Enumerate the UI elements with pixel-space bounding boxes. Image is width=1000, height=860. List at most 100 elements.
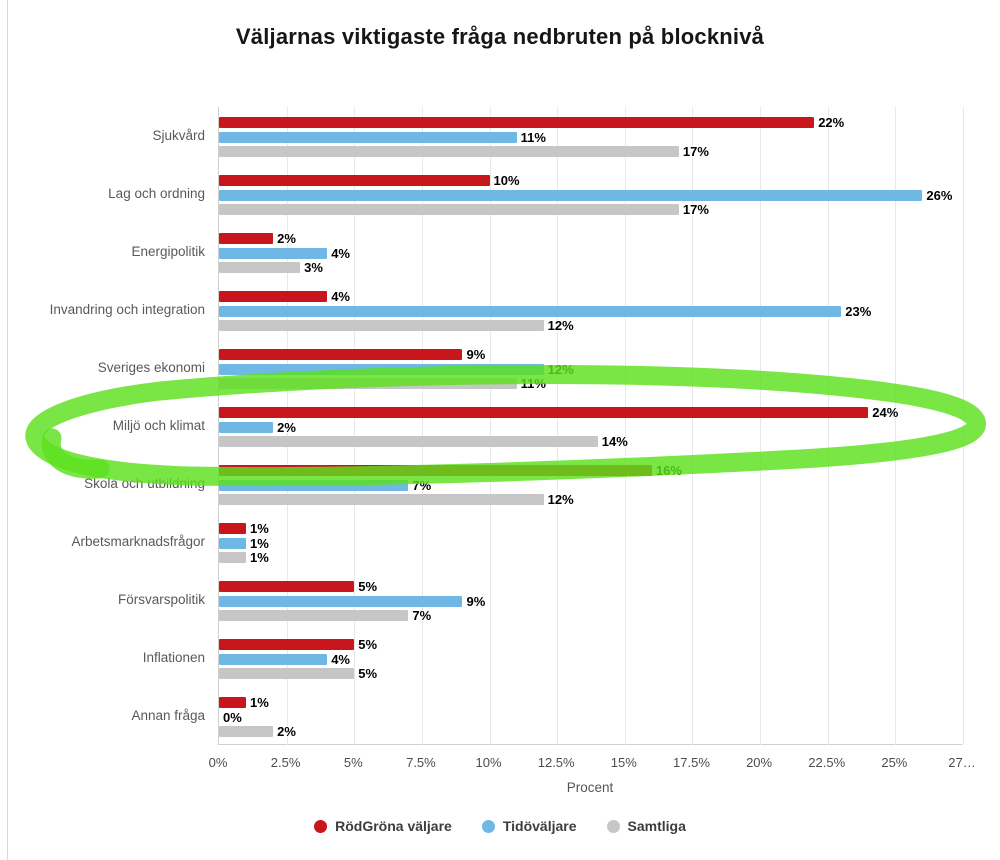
category-label: Sjukvård xyxy=(152,128,205,143)
x-tick-label: 2.5% xyxy=(270,755,301,770)
bar-line: 7% xyxy=(219,609,962,622)
category-label: Sveriges ekonomi xyxy=(97,360,205,375)
bar[interactable] xyxy=(219,146,679,157)
bar-value-label: 23% xyxy=(845,303,872,319)
bar-value-label: 5% xyxy=(358,666,378,681)
bar-line: 9% xyxy=(219,347,962,362)
x-tick-label: 25% xyxy=(881,755,908,770)
category-label: Energipolitik xyxy=(131,244,205,259)
bar[interactable] xyxy=(219,610,409,621)
bar[interactable] xyxy=(219,117,815,128)
bar[interactable] xyxy=(219,421,274,433)
bar-line: 5% xyxy=(219,637,962,652)
bar-group-row: 5% 9% 7% xyxy=(219,580,962,625)
bar[interactable] xyxy=(219,479,409,491)
bar-group-row: 2% 4% 3% xyxy=(219,232,962,277)
bar-value-label: 12% xyxy=(547,361,574,377)
bar[interactable] xyxy=(219,305,842,317)
bar-line: 0% xyxy=(219,709,962,725)
bar[interactable] xyxy=(219,262,301,273)
bar-line: 12% xyxy=(219,492,962,507)
legend-label: RödGröna väljare xyxy=(335,818,452,834)
bar-line: 17% xyxy=(219,144,962,159)
bar[interactable] xyxy=(219,523,247,534)
legend-dot-icon xyxy=(481,819,495,833)
bar-group-row: 4% 23% 12% xyxy=(219,289,962,335)
bar-value-label: 4% xyxy=(331,289,350,304)
bar-line: 17% xyxy=(219,203,962,216)
bar-value-label: 12% xyxy=(547,318,574,333)
bar[interactable] xyxy=(219,639,355,650)
bar[interactable] xyxy=(219,363,544,375)
bar[interactable] xyxy=(219,247,328,259)
category-label: Skola och utbildning xyxy=(84,476,205,491)
bar-value-label: 1% xyxy=(250,550,269,565)
bar[interactable] xyxy=(219,697,247,708)
bar[interactable] xyxy=(219,465,652,476)
bar-line: 1% xyxy=(219,550,962,565)
bar-group-row: 10% 26% 17% xyxy=(219,173,962,219)
gridline xyxy=(963,107,964,745)
bar[interactable] xyxy=(219,581,355,592)
bar[interactable] xyxy=(219,131,517,143)
bar[interactable] xyxy=(219,378,517,389)
category-label: Försvarspolitik xyxy=(117,592,205,607)
legend-item[interactable]: Samtliga xyxy=(606,818,686,834)
bar-value-label: 9% xyxy=(466,347,486,362)
bar[interactable] xyxy=(219,189,923,201)
legend: RödGröna väljare Tidöväljare Samtliga xyxy=(0,818,1000,834)
x-tick-label: 17.5% xyxy=(673,755,710,770)
bar-group-row: 5% 4% 5% xyxy=(219,637,962,683)
legend-label: Samtliga xyxy=(627,818,686,834)
bar[interactable] xyxy=(219,653,328,665)
bar[interactable] xyxy=(219,552,247,563)
bar-value-label: 10% xyxy=(493,173,520,188)
bar-line: 1% xyxy=(219,695,962,710)
legend-item[interactable]: Tidöväljare xyxy=(481,818,577,834)
bar[interactable] xyxy=(219,175,490,186)
bar[interactable] xyxy=(219,349,463,360)
page-left-border xyxy=(7,0,8,860)
bar-line: 1% xyxy=(219,537,962,550)
bar[interactable] xyxy=(219,320,544,331)
bar-value-label: 17% xyxy=(682,144,709,159)
y-axis-labels: Sjukvård Lag och ordning Energipolitik Inva… xyxy=(0,107,205,745)
bar-value-label: 3% xyxy=(304,260,323,275)
bar-line: 2% xyxy=(219,725,962,738)
x-tick-label: 20% xyxy=(746,755,773,770)
x-axis-title: Procent xyxy=(566,780,614,795)
bar-line: 4% xyxy=(219,247,962,260)
bar-line: 22% xyxy=(219,115,962,130)
bar[interactable] xyxy=(219,668,355,679)
bar[interactable] xyxy=(219,494,544,505)
bar-line: 14% xyxy=(219,434,962,449)
bar-value-label: 12% xyxy=(547,492,574,507)
bar[interactable] xyxy=(219,407,869,418)
bar-line: 10% xyxy=(219,173,962,188)
bar[interactable] xyxy=(219,436,598,447)
bar-value-label: 2% xyxy=(277,419,296,435)
legend-item[interactable]: RödGröna väljare xyxy=(314,818,452,834)
bar[interactable] xyxy=(219,204,679,215)
bar-group-row: 9% 12% 11% xyxy=(219,347,962,393)
bar-value-label: 14% xyxy=(601,434,628,449)
bar[interactable] xyxy=(219,726,274,737)
bar-value-label: 22% xyxy=(818,115,845,130)
bar-value-label: 1% xyxy=(250,695,269,710)
bar[interactable] xyxy=(219,233,274,244)
bar[interactable] xyxy=(219,291,328,302)
bar-line: 9% xyxy=(219,595,962,608)
bar-line: 16% xyxy=(219,463,962,478)
x-tick-label: 5% xyxy=(343,755,363,770)
bar-value-label: 11% xyxy=(520,129,546,145)
bar-value-label: 5% xyxy=(358,637,378,652)
bar-line: 5% xyxy=(219,580,962,593)
bar-value-label: 0% xyxy=(223,709,242,725)
bar[interactable] xyxy=(219,537,247,549)
bar-value-label: 16% xyxy=(655,463,682,478)
bar-value-label: 4% xyxy=(331,651,350,667)
bar[interactable] xyxy=(219,595,463,607)
bar-value-label: 7% xyxy=(412,477,432,493)
bar-line: 7% xyxy=(219,477,962,493)
category-label: Arbetsmarknadsfrågor xyxy=(71,534,205,549)
